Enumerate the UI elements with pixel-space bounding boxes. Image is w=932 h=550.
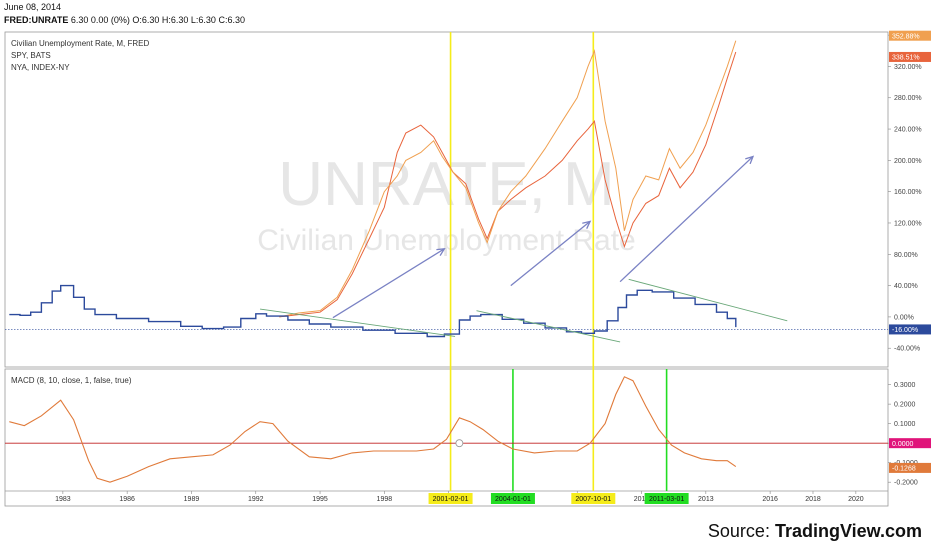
macd-y-tick-label: -0.2000 <box>894 480 918 487</box>
x-tick-label: 2016 <box>762 496 778 503</box>
header-date: June 08, 2014 <box>4 2 62 12</box>
main-y-tick-label: 320.00% <box>894 64 922 71</box>
unrate-series-line <box>9 284 737 338</box>
x-tick-label: 1992 <box>248 496 264 503</box>
last-value-badge-text: -16.00% <box>892 327 918 334</box>
marker-date-badge-text: 2011-03-01 <box>649 496 684 503</box>
macd-value-badge-bg <box>889 462 931 473</box>
macd-legend-entry: MACD (8, 10, close, 1, false, true) <box>11 376 132 385</box>
marker-date-badge-bg <box>644 493 689 504</box>
last-value-badge-bg <box>889 51 931 62</box>
main-y-tick-label: 160.00% <box>894 189 922 196</box>
arrow-head <box>582 220 592 229</box>
arrow-shaft <box>332 248 445 319</box>
main-y-tick-label: 40.00% <box>894 283 918 290</box>
source-prefix: Source: <box>707 521 775 541</box>
main-pane-frame <box>4 31 889 368</box>
macd-value-badge-text: -0.1268 <box>892 466 916 473</box>
x-tick-label: 2018 <box>805 496 821 503</box>
x-tick-label: 1998 <box>377 496 393 503</box>
main-y-tick-label: -40.00% <box>894 346 920 353</box>
x-tick-label: 1989 <box>184 496 200 503</box>
spy-series-line <box>279 40 737 318</box>
marker-date-badge-bg <box>490 493 535 504</box>
last-value-badge-text: 352.88% <box>892 33 920 40</box>
arrow-head <box>745 155 755 165</box>
main-y-tick-label: 80.00% <box>894 252 918 259</box>
main-y-tick-label: 120.00% <box>894 220 922 227</box>
x-tick-label: 2020 <box>848 496 864 503</box>
x-tick-label: 2013 <box>698 496 714 503</box>
trend-line <box>259 308 456 337</box>
marker-date-badge-text: 2007-10-01 <box>575 496 611 503</box>
x-tick-label: 1986 <box>119 496 135 503</box>
main-y-tick-label: 200.00% <box>894 158 922 165</box>
trend-line <box>628 278 788 322</box>
last-value-badge-text: 338.51% <box>892 55 920 62</box>
x-tick-label: 2010 <box>634 496 650 503</box>
symbol-label[interactable]: FRED:UNRATE <box>4 15 69 25</box>
macd-pane-frame <box>4 368 889 507</box>
main-y-tick-label: 240.00% <box>894 127 922 134</box>
main-y-tick-label: 0.00% <box>894 314 914 321</box>
source-credit: Source: TradingView.com <box>708 521 922 542</box>
marker-date-badge-text: 2001-02-01 <box>433 496 469 503</box>
marker-date-badge-bg <box>428 493 473 504</box>
last-value-badge-bg <box>889 30 931 41</box>
main-legend-entry: NYA, INDEX-NY <box>11 63 70 72</box>
macd-value-badge-text: 0.0000 <box>892 441 914 448</box>
x-tick-label: 1995 <box>312 496 328 503</box>
main-y-tick-label: 280.00% <box>894 95 922 102</box>
trend-line <box>476 310 621 343</box>
nya-series-line <box>279 51 737 318</box>
macd-y-tick-label: 0.3000 <box>894 382 916 389</box>
watermark-title: UNRATE, M <box>278 150 614 219</box>
source-brand[interactable]: TradingView.com <box>774 521 922 541</box>
marker-date-badge-bg <box>571 493 616 504</box>
main-legend-entry: Civilian Unemployment Rate, M, FRED <box>11 39 149 48</box>
macd-y-tick-label: 0.2000 <box>894 402 916 409</box>
macd-series-line <box>9 376 737 483</box>
macd-value-badge-bg <box>889 438 931 449</box>
marker-date-badge-text: 2004-01-01 <box>495 496 531 503</box>
arrow-shaft <box>619 155 754 283</box>
arrow-shaft <box>510 220 591 287</box>
header-quote-line: FRED:UNRATE 6.30 0.00 (0%) O:6.30 H:6.30… <box>4 15 245 25</box>
macd-marker-circle <box>455 439 464 448</box>
last-value-badge-bg <box>889 324 931 335</box>
main-legend-entry: SPY, BATS <box>11 51 51 60</box>
x-tick-label: 1983 <box>55 496 71 503</box>
macd-y-tick-label: 0.1000 <box>894 421 916 428</box>
quote-values: 6.30 0.00 (0%) O:6.30 H:6.30 L:6.30 C:6.… <box>70 15 245 25</box>
watermark-subtitle: Civilian Unemployment Rate <box>257 224 636 257</box>
arrow-head <box>436 248 446 256</box>
